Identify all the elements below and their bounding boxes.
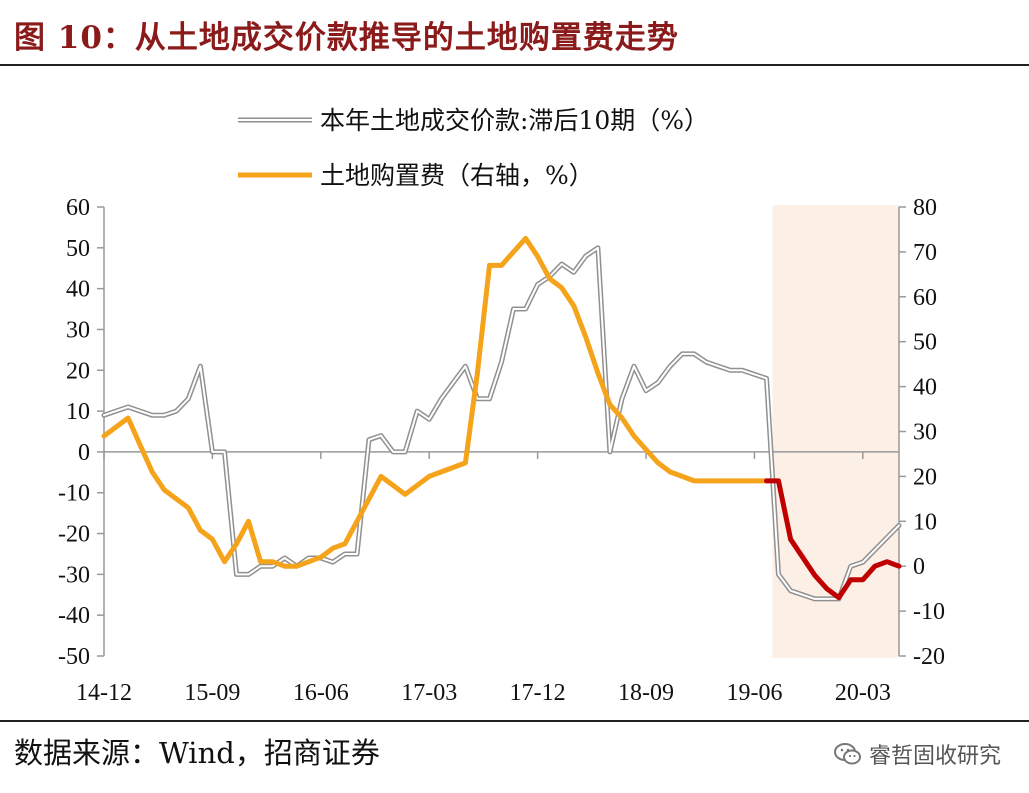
- figure-title: 图 10：从土地成交价款推导的土地购置费走势: [14, 20, 679, 56]
- right-tick-label: 20: [913, 464, 937, 490]
- legend-label: 土地购置费（右轴，%）: [320, 161, 594, 190]
- watermark: 睿哲固收研究: [833, 738, 1001, 770]
- x-tick-label: 20-03: [835, 680, 891, 706]
- left-tick-label: -40: [58, 603, 90, 629]
- right-tick-label: -10: [913, 599, 945, 625]
- axes: -50 -40 -30 -20 -10 0 10 20 30 40 50 60 -20 -10 0 10 20 3…: [58, 195, 945, 706]
- right-tick-label: 40: [913, 375, 937, 401]
- legend-label: 本年土地成交价款:滞后10期（%）: [320, 106, 709, 135]
- x-tick-label: 17-03: [401, 680, 457, 706]
- left-tick-label: -50: [58, 644, 90, 670]
- legend: 本年土地成交价款:滞后10期（%） 土地购置费（右轴，%）: [238, 106, 709, 190]
- left-tick-label: -20: [58, 522, 90, 548]
- x-tick-label: 14-12: [76, 680, 132, 706]
- series-land-purchase-fee-forecast: [764, 478, 902, 601]
- left-tick-label: 10: [66, 399, 90, 425]
- x-tick-label: 15-09: [184, 680, 240, 706]
- left-tick-label: 0: [78, 440, 90, 466]
- right-tick-label: 0: [913, 554, 925, 580]
- right-tick-label: -20: [913, 644, 945, 670]
- left-tick-label: -30: [58, 562, 90, 588]
- wechat-icon: [833, 743, 861, 765]
- watermark-text: 睿哲固收研究: [868, 744, 1001, 769]
- left-tick-label: 30: [66, 317, 90, 343]
- bottom-rule: [0, 720, 1029, 722]
- right-tick-label: 70: [913, 240, 937, 266]
- right-tick-label: 80: [913, 195, 937, 221]
- right-tick-label: 50: [913, 330, 937, 356]
- top-rule: [0, 64, 1029, 66]
- right-tick-label: 30: [913, 420, 937, 446]
- left-tick-label: -10: [58, 481, 90, 507]
- x-tick-label: 18-09: [618, 680, 674, 706]
- x-tick-label: 17-12: [510, 680, 566, 706]
- series-land-transaction-inner: [103, 246, 900, 600]
- left-tick-label: 40: [66, 277, 90, 303]
- left-tick-label: 20: [66, 358, 90, 384]
- x-tick-label: 16-06: [293, 680, 349, 706]
- forecast-shaded-region: [772, 205, 899, 658]
- chart: -50 -40 -30 -20 -10 0 10 20 30 40 50 60 -20 -10 0 10 20 3…: [58, 106, 945, 706]
- source-note: 数据来源：Wind，招商证券: [14, 736, 380, 770]
- plot-area: [101, 235, 902, 602]
- right-tick-label: 60: [913, 285, 937, 311]
- left-tick-label: 50: [66, 236, 90, 262]
- x-tick-label: 19-06: [726, 680, 782, 706]
- right-tick-label: 10: [913, 509, 937, 535]
- left-tick-label: 60: [66, 195, 90, 221]
- series-land-purchase-fee: [101, 235, 769, 569]
